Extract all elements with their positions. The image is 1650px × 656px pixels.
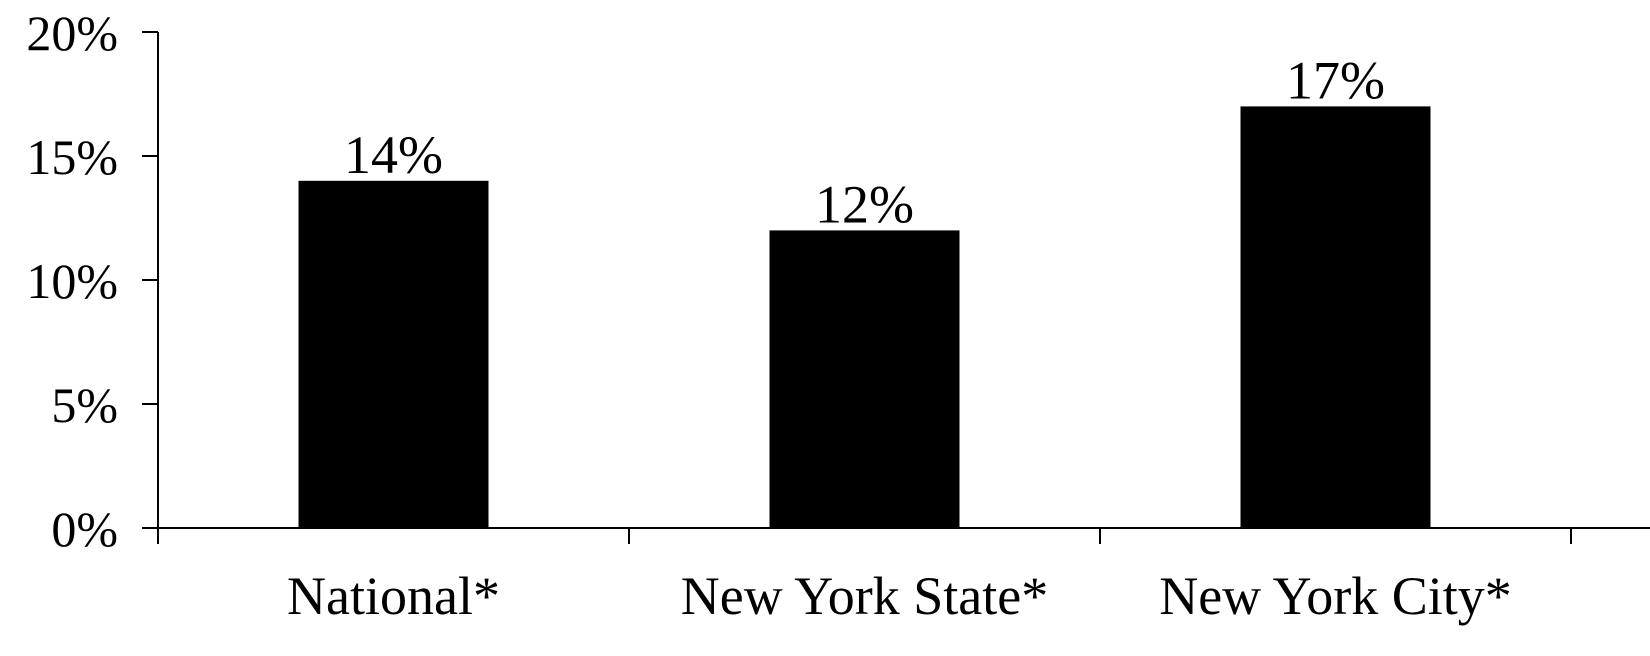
x-category-label: New York State* (681, 566, 1049, 626)
x-category-label: New York City* (1159, 566, 1512, 626)
bars (298, 106, 1431, 529)
y-tick-label: 20% (26, 5, 118, 61)
data-labels: 14% 12% 17% (344, 50, 1385, 234)
y-tick-label: 15% (26, 129, 118, 185)
y-axis: 0% 5% 10% 15% 20% (26, 5, 159, 557)
bar (298, 180, 489, 529)
y-tick-label: 10% (26, 253, 118, 309)
x-category-label: National* (287, 566, 500, 626)
bar (1240, 106, 1431, 529)
y-tick-label: 0% (51, 501, 118, 557)
y-tick-label: 5% (51, 377, 118, 433)
bar-value-label: 17% (1286, 50, 1385, 110)
bar-value-label: 12% (815, 174, 914, 234)
bar (769, 230, 960, 528)
bar-value-label: 14% (344, 125, 443, 185)
x-axis (157, 527, 1650, 544)
category-labels: National* New York State* New York City* (287, 566, 1512, 626)
